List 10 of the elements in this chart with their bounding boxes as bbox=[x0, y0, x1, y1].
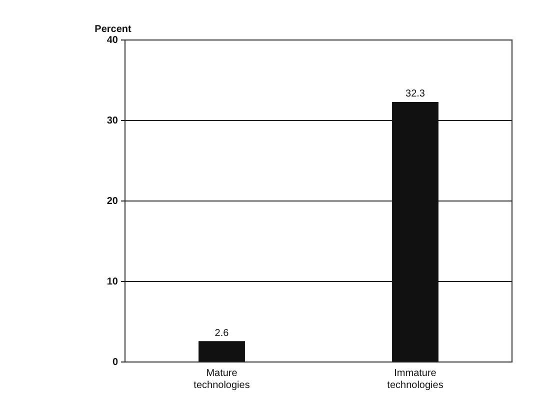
y-tick-label: 0 bbox=[112, 356, 118, 368]
x-tick-label: Mature technologies bbox=[194, 368, 250, 391]
y-tick-label: 10 bbox=[106, 276, 118, 288]
y-tick-label: 40 bbox=[106, 34, 118, 46]
y-tick-label: 20 bbox=[106, 196, 118, 207]
y-tick-label: 30 bbox=[106, 115, 118, 126]
data-label: 32.3 bbox=[406, 88, 426, 100]
data-label: 2.6 bbox=[214, 328, 230, 339]
y-axis-title: Percent bbox=[94, 24, 132, 35]
x-tick-label: Immature technologies bbox=[387, 368, 444, 391]
